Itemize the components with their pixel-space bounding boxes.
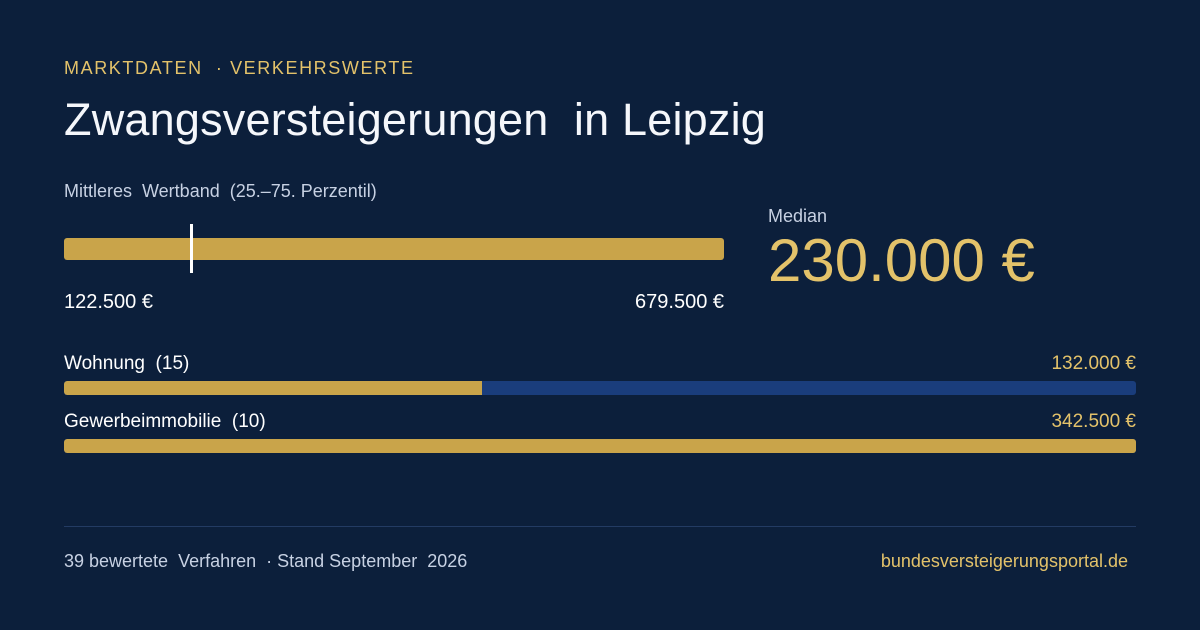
value-band-bar [64,238,724,260]
footer-divider [64,526,1136,527]
category-row-wohnung: Wohnung (15) 132.000 € [64,353,1136,379]
category-name: Gewerbeimmobilie (10) [64,411,266,432]
page-title: Zwangsversteigerungen in Leipzig [64,94,767,145]
footer-meta: 39 bewertete Verfahren · Stand September… [64,551,468,571]
category-bar-track [64,381,1136,395]
value-band-label: Mittleres Wertband (25.–75. Perzentil) [64,181,377,201]
source-link[interactable]: bundesversteigerungsportal.de [880,551,1128,571]
category-bar-fill [64,439,1136,453]
category-value: 132.000 € [1051,353,1136,374]
category-bar-fill [64,381,483,395]
category-bar-track [64,439,1136,453]
market-card: MARKTDATEN · VERKEHRSWERTE Zwangsverstei… [64,0,1136,630]
median-marker [189,224,193,273]
value-band-max: 679.500 € [635,291,724,313]
median-label: Median [768,206,828,226]
section-kicker: MARKTDATEN · VERKEHRSWERTE [64,58,415,78]
category-row-gewerbeimmobilie: Gewerbeimmobilie (10) 342.500 € [64,411,1136,437]
category-name: Wohnung (15) [64,353,190,374]
category-value: 342.500 € [1051,411,1136,432]
value-band-min: 122.500 € [64,291,153,313]
median-value: 230.000 € [768,227,1035,294]
